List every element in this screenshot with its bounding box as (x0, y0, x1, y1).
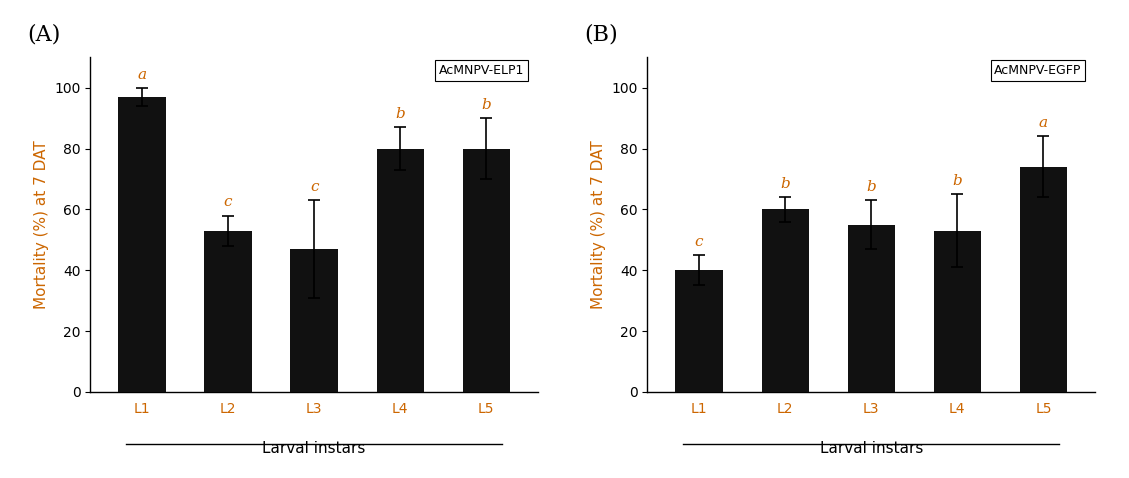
Bar (934, 231, 981, 392)
Bar (1019, 167, 1067, 392)
Text: b: b (481, 98, 491, 112)
Y-axis label: Mortality (%) at 7 DAT: Mortality (%) at 7 DAT (590, 140, 606, 309)
Bar (848, 225, 895, 392)
Text: c: c (224, 196, 233, 209)
Text: AcMNPV-ELP1: AcMNPV-ELP1 (439, 64, 525, 77)
Bar (204, 231, 252, 392)
Text: b: b (953, 174, 962, 188)
Bar (290, 249, 338, 392)
Bar (761, 209, 808, 392)
Y-axis label: Mortality (%) at 7 DAT: Mortality (%) at 7 DAT (34, 140, 49, 309)
Text: (A): (A) (27, 24, 61, 46)
X-axis label: Larval instars: Larval instars (262, 441, 366, 456)
Text: c: c (310, 180, 318, 194)
Text: a: a (1039, 116, 1048, 130)
Bar (119, 97, 166, 392)
Bar (463, 149, 510, 392)
Text: b: b (395, 107, 405, 121)
Text: (B): (B) (585, 24, 619, 46)
Bar (377, 149, 425, 392)
X-axis label: Larval instars: Larval instars (820, 441, 924, 456)
Text: b: b (780, 177, 790, 191)
Text: a: a (138, 68, 147, 82)
Text: AcMNPV-EGFP: AcMNPV-EGFP (995, 64, 1082, 77)
Bar (675, 270, 723, 392)
Text: b: b (866, 180, 876, 194)
Text: c: c (694, 235, 703, 249)
